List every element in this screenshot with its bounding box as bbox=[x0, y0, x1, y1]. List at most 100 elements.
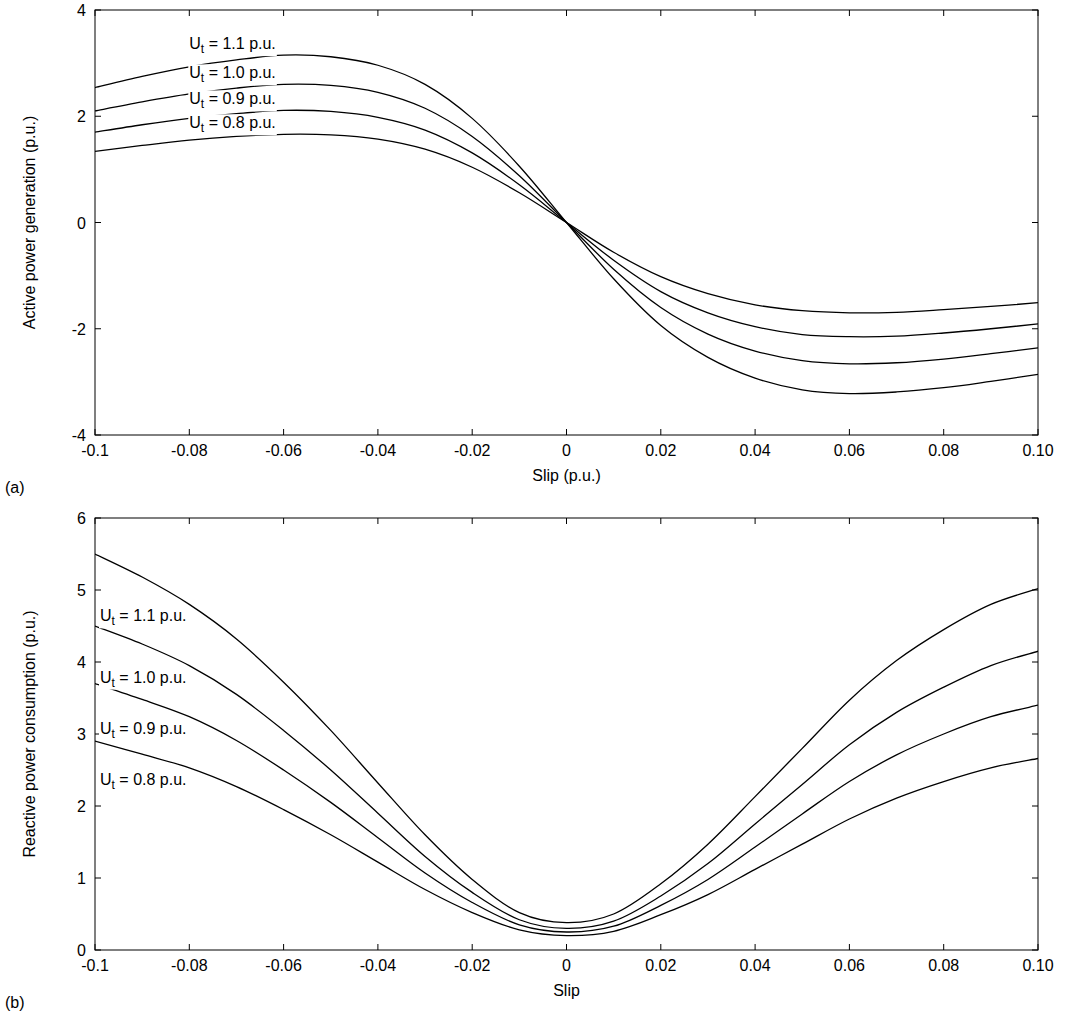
tick-mark bbox=[755, 429, 756, 435]
y-axis-title: Active power generation (p.u.) bbox=[21, 116, 38, 329]
tick-mark bbox=[943, 10, 944, 16]
curve-label: Ut = 1.0 p.u. bbox=[100, 669, 187, 690]
panel: -0.1-0.08-0.06-0.04-0.0200.020.040.060.0… bbox=[5, 510, 1054, 1011]
panel-label: (b) bbox=[5, 994, 25, 1011]
y-tick-label: 5 bbox=[77, 582, 86, 599]
y-tick-label: 0 bbox=[77, 942, 86, 959]
label-patch bbox=[188, 114, 277, 135]
tick-mark bbox=[189, 10, 190, 16]
tick-mark bbox=[849, 944, 850, 950]
tick-mark bbox=[472, 429, 473, 435]
y-tick-label: 4 bbox=[77, 654, 86, 671]
tick-mark bbox=[283, 944, 284, 950]
tick-mark bbox=[566, 429, 567, 435]
series-line bbox=[95, 741, 1038, 935]
tick-mark bbox=[943, 429, 944, 435]
tick-mark bbox=[943, 944, 944, 950]
tick-mark bbox=[660, 429, 661, 435]
y-tick-label: 2 bbox=[77, 108, 86, 125]
tick-mark bbox=[95, 590, 101, 591]
tick-mark bbox=[377, 944, 378, 950]
x-tick-label: 0 bbox=[562, 442, 571, 459]
x-tick-label: -0.06 bbox=[265, 957, 302, 974]
curve-label: Ut = 0.9 p.u. bbox=[100, 720, 187, 741]
x-tick-label: -0.04 bbox=[360, 957, 397, 974]
x-tick-label: 0 bbox=[562, 957, 571, 974]
label-patch bbox=[188, 35, 277, 56]
tick-mark bbox=[849, 10, 850, 16]
x-tick-label: 0.02 bbox=[645, 442, 676, 459]
y-tick-label: -2 bbox=[72, 321, 86, 338]
curve-labels: Ut = 1.1 p.u.Ut = 1.0 p.u.Ut = 0.9 p.u.U… bbox=[99, 607, 188, 791]
tick-mark bbox=[472, 518, 473, 524]
y-tick-label: 4 bbox=[77, 2, 86, 19]
curve-label: Ut = 0.8 p.u. bbox=[189, 114, 276, 135]
curve-labels: Ut = 1.1 p.u. Ut = 1.0 p.u. Ut = 0.9 p.u. U… bbox=[188, 35, 277, 135]
tick-mark bbox=[1032, 116, 1038, 117]
label-patch bbox=[99, 771, 188, 792]
x-tick-label: -0.1 bbox=[81, 442, 109, 459]
x-tick-label: 0.06 bbox=[834, 442, 865, 459]
tick-mark bbox=[95, 328, 101, 329]
series-line bbox=[95, 626, 1038, 928]
y-axis-title: Reactive power consumption (p.u.) bbox=[21, 610, 38, 857]
x-tick-label: 0.04 bbox=[740, 442, 771, 459]
y-tick-label: 0 bbox=[77, 215, 86, 232]
tick-mark bbox=[660, 10, 661, 16]
label-patch bbox=[188, 64, 277, 85]
plot-frame bbox=[95, 518, 1038, 950]
tick-mark bbox=[472, 10, 473, 16]
curve-label: Ut = 1.0 p.u. bbox=[189, 64, 276, 85]
curve-label: Ut = 0.8 p.u. bbox=[100, 771, 187, 792]
tick-mark bbox=[566, 518, 567, 524]
tick-mark bbox=[377, 518, 378, 524]
x-tick-label: 0.10 bbox=[1022, 442, 1053, 459]
tick-mark bbox=[660, 944, 661, 950]
curve-label: Ut = 0.9 p.u. bbox=[189, 90, 276, 111]
y-tick-label: 2 bbox=[77, 798, 86, 815]
label-patch bbox=[99, 607, 188, 628]
tick-mark bbox=[95, 878, 101, 879]
x-tick-label: -0.04 bbox=[360, 442, 397, 459]
series-line bbox=[95, 134, 1038, 313]
tick-mark bbox=[283, 518, 284, 524]
x-tick-label: 0.08 bbox=[928, 442, 959, 459]
series-line bbox=[95, 684, 1038, 932]
tick-mark bbox=[1032, 222, 1038, 223]
tick-mark bbox=[283, 429, 284, 435]
x-tick-label: -0.02 bbox=[454, 442, 491, 459]
tick-mark bbox=[95, 806, 101, 807]
label-patch bbox=[188, 90, 277, 111]
x-tick-label: 0.04 bbox=[740, 957, 771, 974]
figure: -0.1-0.08-0.06-0.04-0.0200.020.040.060.0… bbox=[0, 0, 1066, 1026]
tick-mark bbox=[377, 10, 378, 16]
y-tick-label: -4 bbox=[72, 427, 86, 444]
x-tick-label: -0.06 bbox=[265, 442, 302, 459]
tick-mark bbox=[755, 518, 756, 524]
tick-mark bbox=[1032, 878, 1038, 879]
tick-mark bbox=[755, 10, 756, 16]
series-line bbox=[95, 84, 1038, 364]
tick-mark bbox=[1032, 662, 1038, 663]
tick-mark bbox=[1032, 734, 1038, 735]
panel-label: (a) bbox=[5, 479, 25, 496]
tick-mark bbox=[943, 518, 944, 524]
label-patch bbox=[99, 720, 188, 741]
tick-mark bbox=[566, 10, 567, 16]
tick-mark bbox=[95, 116, 101, 117]
tick-mark bbox=[283, 10, 284, 16]
tick-mark bbox=[849, 429, 850, 435]
tick-mark bbox=[849, 518, 850, 524]
curve-label: Ut = 1.1 p.u. bbox=[189, 35, 276, 56]
tick-mark bbox=[755, 944, 756, 950]
tick-mark bbox=[189, 518, 190, 524]
tick-mark bbox=[660, 518, 661, 524]
x-tick-label: 0.08 bbox=[928, 957, 959, 974]
label-patch bbox=[99, 669, 188, 690]
lines bbox=[95, 554, 1038, 936]
y-tick-label: 1 bbox=[77, 870, 86, 887]
x-tick-label: 0.02 bbox=[645, 957, 676, 974]
x-tick-label: -0.02 bbox=[454, 957, 491, 974]
tick-mark bbox=[189, 944, 190, 950]
plot-frame bbox=[95, 10, 1038, 435]
